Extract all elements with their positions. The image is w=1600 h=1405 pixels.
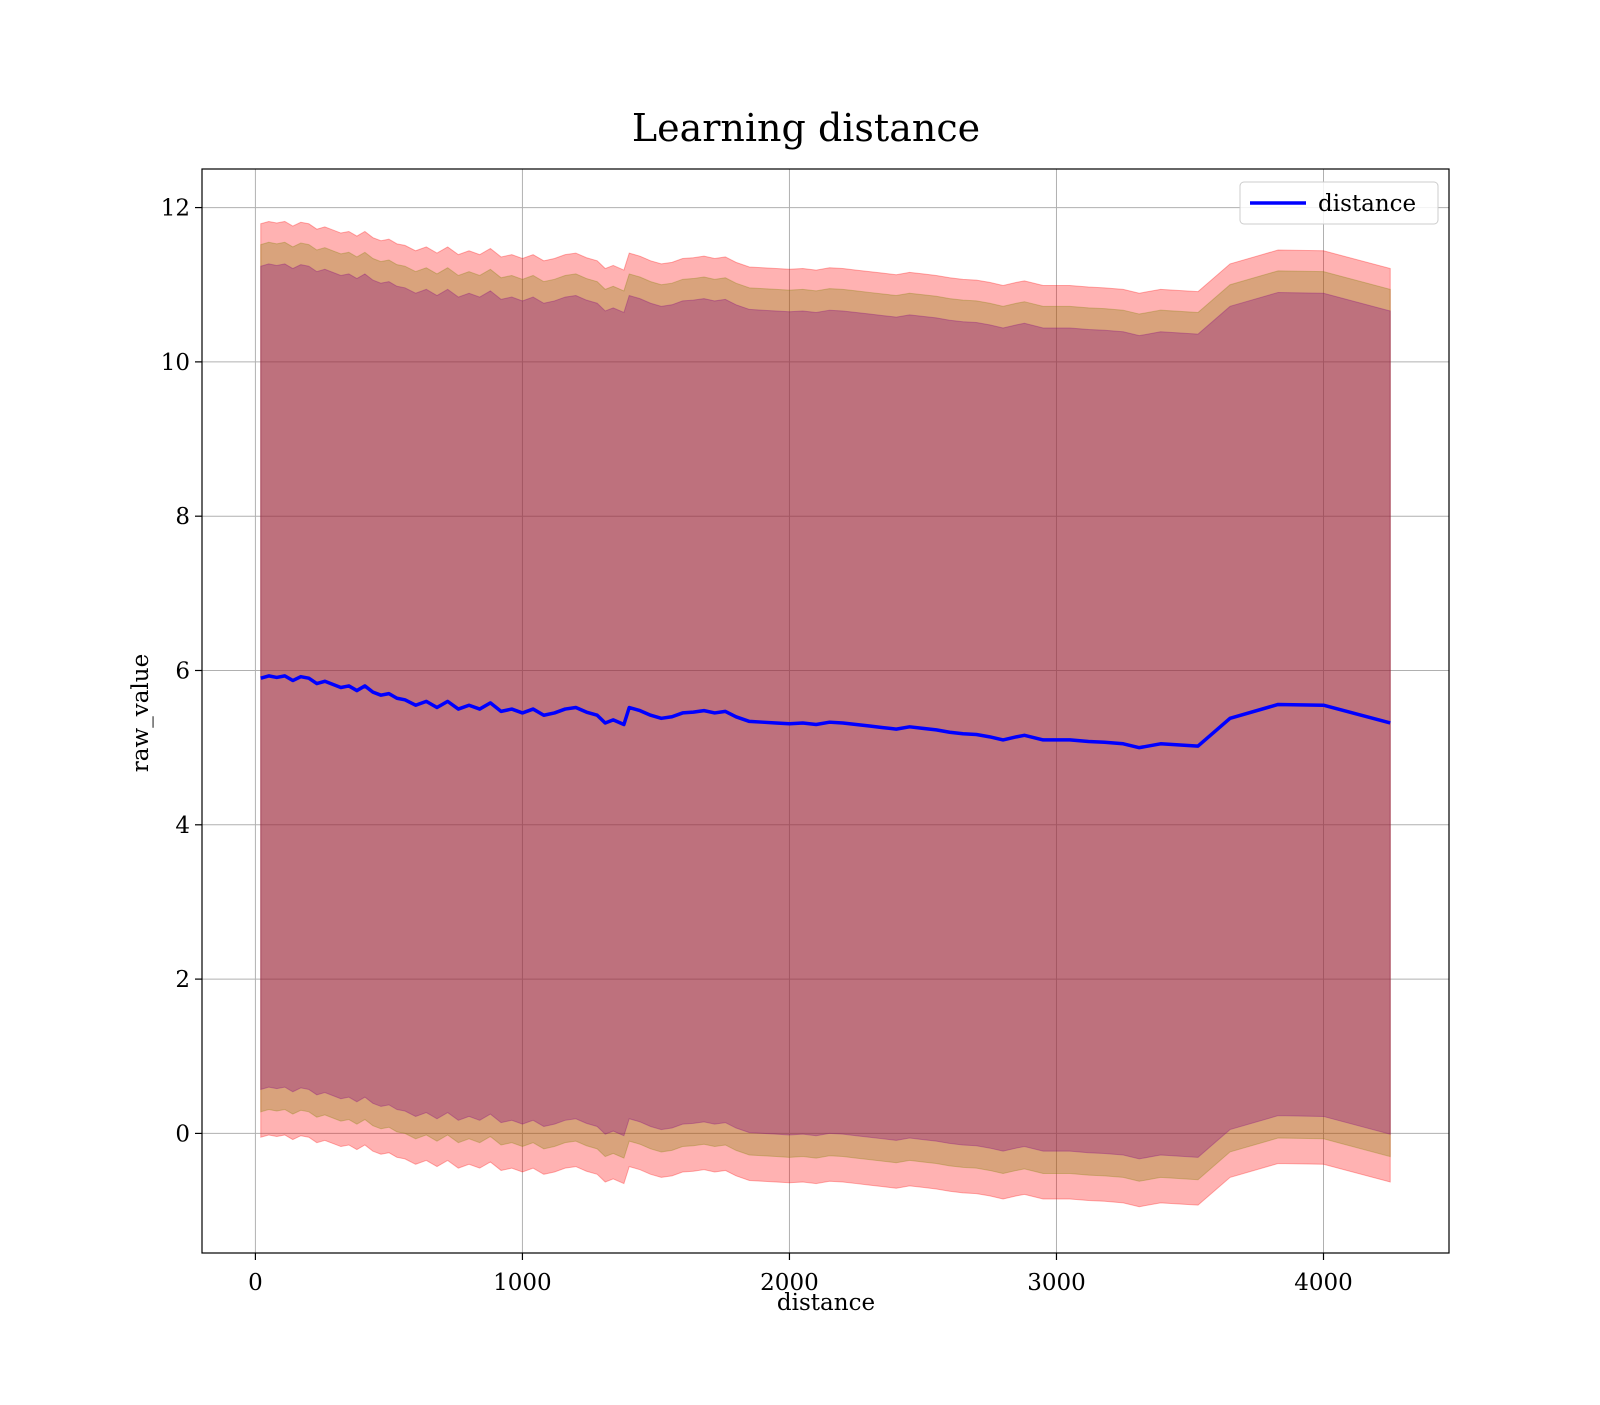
grid xyxy=(202,169,1449,1253)
confidence-band xyxy=(260,241,1391,1182)
y-tick-label: 0 xyxy=(175,1121,190,1147)
y-tick-label: 8 xyxy=(175,504,190,530)
axis-ticks: 0 1000 2000 3000 4000 0 2 4 6 8 10 12 xyxy=(161,196,1353,1296)
confidence-bands xyxy=(260,220,1391,1208)
chart-title: Learning distance xyxy=(632,106,980,150)
legend-box xyxy=(1239,181,1439,225)
x-tick-label: 1000 xyxy=(493,1270,552,1296)
x-tick-label: 3000 xyxy=(1027,1270,1086,1296)
y-tick-label: 10 xyxy=(161,350,190,376)
confidence-band xyxy=(260,220,1391,1208)
series-line-distance xyxy=(260,674,1391,750)
x-tick-label: 4000 xyxy=(1294,1270,1353,1296)
x-tick-label: 0 xyxy=(248,1270,263,1296)
plot-frame xyxy=(201,168,1450,1254)
x-tick-label: 2000 xyxy=(760,1270,819,1296)
legend: distance xyxy=(1239,181,1439,225)
y-tick-label: 2 xyxy=(175,967,190,993)
series-lines xyxy=(260,674,1391,750)
y-tick-label: 6 xyxy=(175,658,190,684)
confidence-band xyxy=(260,263,1391,1160)
x-axis-label: distance xyxy=(777,1290,875,1316)
legend-label: distance xyxy=(1318,191,1416,217)
y-tick-label: 12 xyxy=(161,196,190,222)
y-tick-label: 4 xyxy=(175,813,190,839)
y-axis-label: raw_value xyxy=(128,654,154,772)
